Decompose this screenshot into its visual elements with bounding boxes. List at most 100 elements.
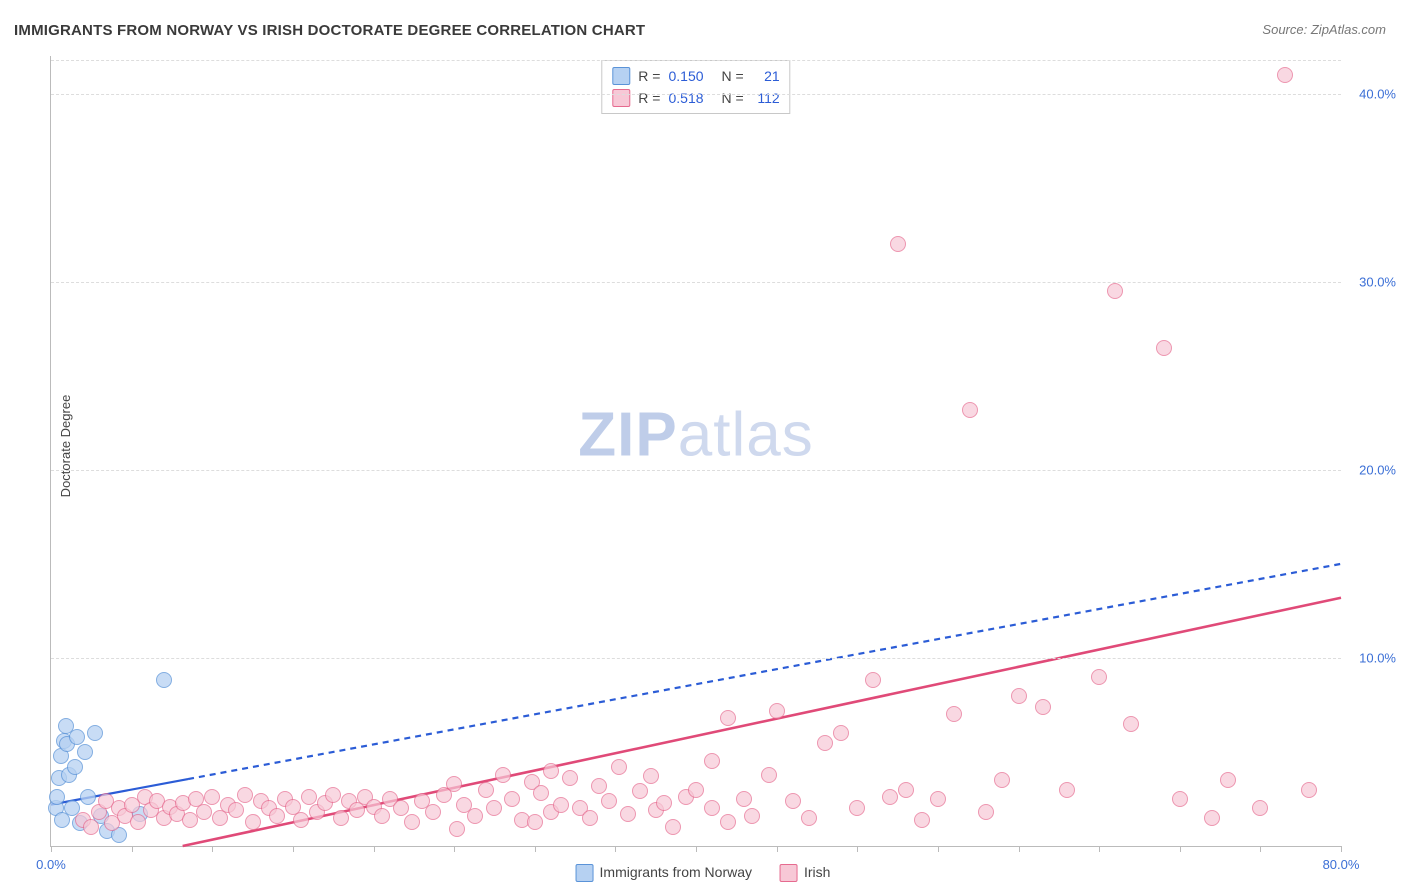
gridline <box>51 658 1341 659</box>
watermark-atlas: atlas <box>678 401 814 470</box>
data-point-irish <box>228 802 244 818</box>
data-point-norway <box>67 759 83 775</box>
regression-line-dashed-norway <box>188 564 1341 779</box>
data-point-norway <box>80 789 96 805</box>
legend-r-label: R = <box>638 68 660 84</box>
data-point-irish <box>1059 782 1075 798</box>
x-tick-label: 80.0% <box>1323 857 1360 872</box>
data-point-irish <box>890 236 906 252</box>
source-label: Source: <box>1262 22 1307 37</box>
x-tick <box>1099 846 1100 852</box>
gridline <box>51 94 1341 95</box>
data-point-irish <box>582 810 598 826</box>
data-point-irish <box>333 810 349 826</box>
data-point-irish <box>994 772 1010 788</box>
data-point-irish <box>449 821 465 837</box>
data-point-irish <box>467 808 483 824</box>
data-point-irish <box>204 789 220 805</box>
legend-item-irish: Irish <box>780 864 830 882</box>
data-point-irish <box>688 782 704 798</box>
data-point-irish <box>237 787 253 803</box>
legend-r-label: R = <box>638 90 660 106</box>
watermark: ZIPatlas <box>578 400 813 471</box>
gridline <box>51 282 1341 283</box>
legend-stats-row-norway: R = 0.150 N = 21 <box>612 65 779 87</box>
source-name: ZipAtlas.com <box>1311 22 1386 37</box>
x-tick-label: 0.0% <box>36 857 66 872</box>
data-point-irish <box>543 763 559 779</box>
data-point-irish <box>527 814 543 830</box>
data-point-irish <box>720 814 736 830</box>
data-point-irish <box>1123 716 1139 732</box>
x-tick <box>777 846 778 852</box>
x-tick <box>1260 846 1261 852</box>
legend-swatch-irish <box>612 89 630 107</box>
data-point-irish <box>1172 791 1188 807</box>
data-point-irish <box>293 812 309 828</box>
legend-swatch-irish <box>780 864 798 882</box>
data-point-irish <box>83 819 99 835</box>
x-tick <box>454 846 455 852</box>
data-point-irish <box>245 814 261 830</box>
data-point-irish <box>801 810 817 826</box>
y-tick-label: 40.0% <box>1359 86 1396 101</box>
x-tick <box>857 846 858 852</box>
data-point-irish <box>269 808 285 824</box>
data-point-irish <box>1107 283 1123 299</box>
legend-stats-row-irish: R = 0.518 N = 112 <box>612 87 779 109</box>
data-point-irish <box>769 703 785 719</box>
y-tick-label: 30.0% <box>1359 274 1396 289</box>
y-tick-label: 10.0% <box>1359 650 1396 665</box>
legend-swatch-norway <box>576 864 594 882</box>
data-point-norway <box>87 725 103 741</box>
data-point-irish <box>620 806 636 822</box>
data-point-irish <box>736 791 752 807</box>
data-point-irish <box>1035 699 1051 715</box>
data-point-irish <box>1301 782 1317 798</box>
data-point-norway <box>77 744 93 760</box>
x-tick <box>535 846 536 852</box>
data-point-irish <box>591 778 607 794</box>
data-point-irish <box>504 791 520 807</box>
x-tick <box>132 846 133 852</box>
legend-stats: R = 0.150 N = 21 R = 0.518 N = 112 <box>601 60 790 114</box>
x-tick <box>1341 846 1342 852</box>
data-point-irish <box>930 791 946 807</box>
data-point-irish <box>882 789 898 805</box>
data-point-irish <box>446 776 462 792</box>
data-point-irish <box>495 767 511 783</box>
data-point-irish <box>898 782 914 798</box>
data-point-irish <box>374 808 390 824</box>
x-tick <box>938 846 939 852</box>
source-attribution: Source: ZipAtlas.com <box>1262 22 1386 37</box>
data-point-irish <box>817 735 833 751</box>
data-point-irish <box>704 753 720 769</box>
data-point-norway <box>156 672 172 688</box>
data-point-irish <box>865 672 881 688</box>
legend-r-value-norway: 0.150 <box>668 68 703 84</box>
data-point-irish <box>946 706 962 722</box>
y-tick-label: 20.0% <box>1359 462 1396 477</box>
x-tick <box>51 846 52 852</box>
data-point-irish <box>196 804 212 820</box>
data-point-irish <box>914 812 930 828</box>
data-point-norway <box>49 789 65 805</box>
data-point-irish <box>611 759 627 775</box>
data-point-irish <box>182 812 198 828</box>
data-point-irish <box>393 800 409 816</box>
legend-n-value-norway: 21 <box>752 68 780 84</box>
data-point-irish <box>1156 340 1172 356</box>
x-tick <box>212 846 213 852</box>
chart-title: IMMIGRANTS FROM NORWAY VS IRISH DOCTORAT… <box>14 22 645 39</box>
data-point-irish <box>404 814 420 830</box>
data-point-irish <box>849 800 865 816</box>
data-point-irish <box>1220 772 1236 788</box>
legend-swatch-norway <box>612 67 630 85</box>
data-point-irish <box>486 800 502 816</box>
legend-label-irish: Irish <box>804 864 830 880</box>
legend-n-value-irish: 112 <box>752 90 780 106</box>
data-point-irish <box>833 725 849 741</box>
data-point-irish <box>643 768 659 784</box>
data-point-irish <box>1204 810 1220 826</box>
data-point-irish <box>325 787 341 803</box>
